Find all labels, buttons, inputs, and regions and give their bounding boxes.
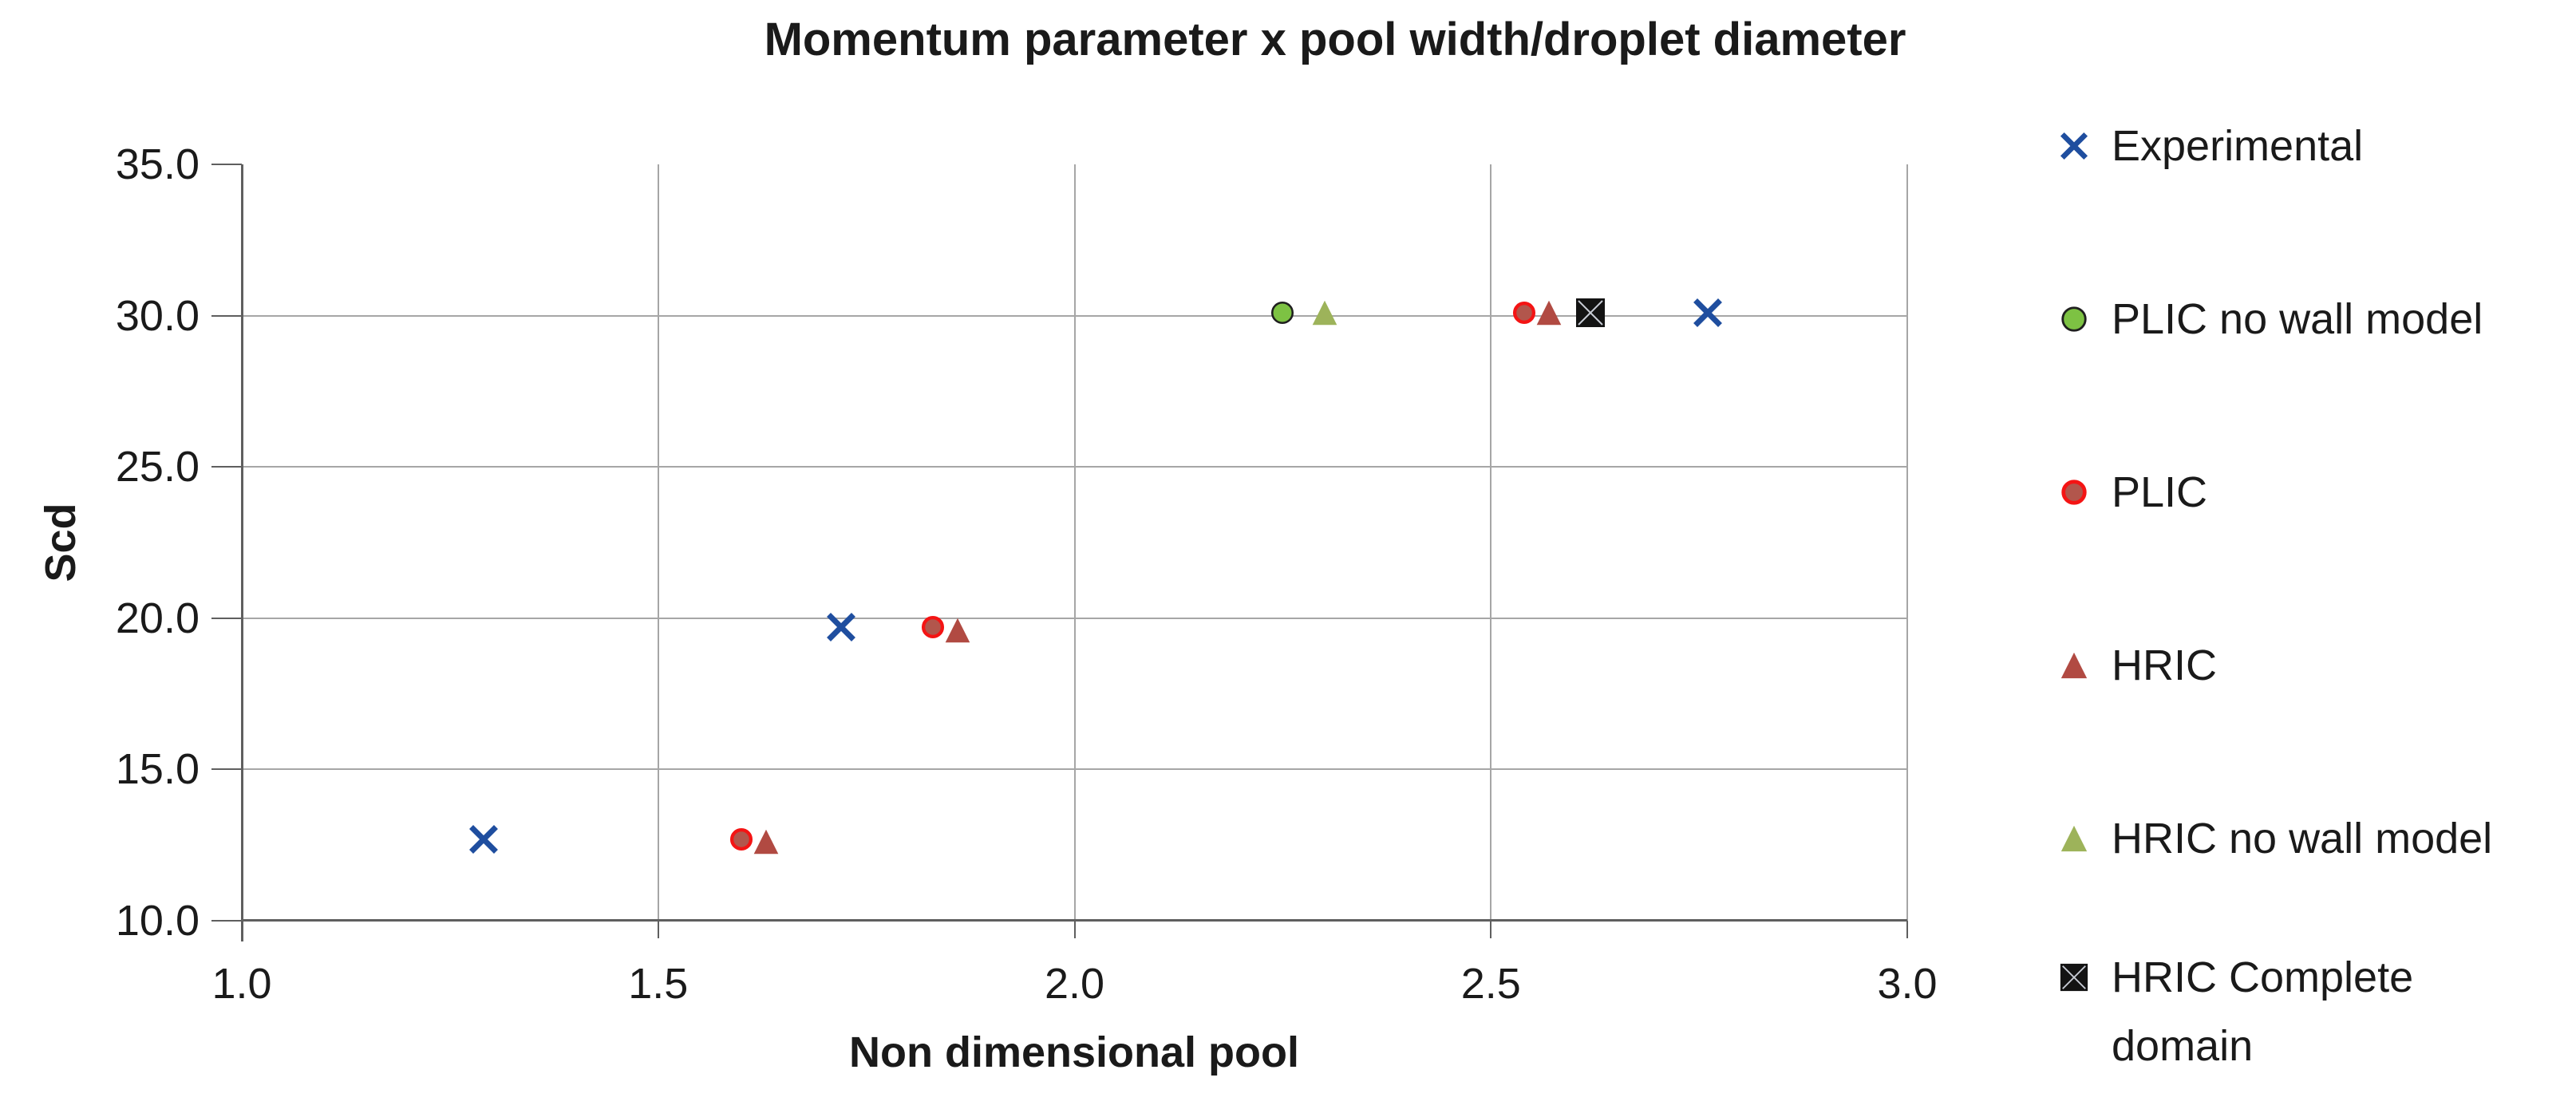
- gridline-vertical: [1073, 164, 1076, 921]
- y-tick-label: 15.0: [115, 745, 200, 794]
- legend-label: PLIC: [2112, 468, 2208, 516]
- gridline-horizontal: [242, 314, 1907, 317]
- data-point-plic-no-wall-model: [1269, 299, 1296, 326]
- x-axis-title: Non dimensional pool: [849, 1028, 1299, 1076]
- x-tick-label: 3.0: [1877, 960, 1938, 1008]
- x-axis-tick: [1073, 921, 1076, 938]
- legend-label: Experimental: [2112, 122, 2364, 170]
- data-point-hric: [1535, 298, 1563, 327]
- gridline-horizontal: [242, 617, 1907, 619]
- green-circle-marker-icon: [2059, 304, 2089, 334]
- legend-label: HRIC no wall model: [2112, 815, 2493, 862]
- legend-label: HRIC Complete domain: [2112, 953, 2414, 1070]
- y-axis-tick: [211, 768, 242, 771]
- x-tick-label: 1.0: [211, 960, 272, 1008]
- legend-item-experimental: Experimental: [2059, 112, 2363, 180]
- data-point-plic: [1511, 299, 1538, 326]
- x-axis-tick: [657, 921, 659, 938]
- gridline-horizontal: [242, 768, 1907, 771]
- data-point-experimental: [1692, 297, 1724, 329]
- gridline-vertical: [1490, 164, 1492, 921]
- data-point-hric: [752, 827, 780, 856]
- legend-item-hric-complete-domain: HRIC Complete domain: [2059, 943, 2527, 1080]
- x-axis-tick: [241, 921, 243, 938]
- data-point-plic: [728, 826, 755, 853]
- y-axis-tick: [211, 617, 242, 619]
- brick-triangle-marker-icon: [2059, 650, 2089, 681]
- y-axis-tick: [211, 466, 242, 468]
- legend-item-plic: PLIC: [2059, 458, 2207, 527]
- y-axis-tick: [211, 164, 242, 165]
- black-square-x-marker-icon: [2059, 962, 2089, 993]
- legend-item-plic-no-wall-model: PLIC no wall model: [2059, 285, 2483, 353]
- x-cross-marker-icon: [2059, 131, 2089, 161]
- legend-label: PLIC no wall model: [2112, 295, 2483, 343]
- data-point-experimental: [825, 611, 857, 643]
- x-tick-label: 1.5: [628, 960, 689, 1008]
- gridline-vertical: [657, 164, 659, 921]
- legend: Experimental PLIC no wall model PLIC HRI…: [2059, 0, 2570, 1117]
- y-tick-label: 25.0: [115, 443, 200, 491]
- x-axis-tick: [1906, 921, 1908, 938]
- y-tick-label: 30.0: [115, 291, 200, 340]
- data-point-experimental: [468, 823, 500, 855]
- data-point-plic: [919, 614, 946, 641]
- y-axis-title: Scd: [37, 503, 85, 582]
- legend-item-hric-no-wall-model: HRIC no wall model: [2059, 804, 2492, 873]
- y-axis-tick: [211, 314, 242, 317]
- y-tick-label: 10.0: [115, 897, 200, 945]
- x-axis-tick: [1490, 921, 1492, 938]
- plot-area: [211, 164, 1908, 941]
- gridline-vertical: [1906, 164, 1908, 921]
- x-tick-label: 2.5: [1460, 960, 1521, 1008]
- data-point-hric-complete-domain: [1574, 297, 1606, 329]
- x-tick-label: 2.0: [1044, 960, 1105, 1008]
- y-tick-label: 35.0: [115, 140, 200, 188]
- gridline-horizontal: [242, 466, 1907, 468]
- red-circle-marker-icon: [2059, 477, 2089, 507]
- olive-triangle-marker-icon: [2059, 823, 2089, 854]
- legend-item-hric: HRIC: [2059, 631, 2217, 700]
- chart-title: Momentum parameter x pool width/droplet …: [764, 14, 1906, 65]
- data-point-hric: [943, 616, 972, 645]
- y-axis-tick: [211, 920, 242, 922]
- y-axis-line: [241, 164, 243, 941]
- legend-label: HRIC: [2112, 641, 2217, 689]
- y-tick-label: 20.0: [115, 594, 200, 642]
- x-axis-line: [242, 919, 1907, 922]
- data-point-hric-no-wall-model: [1310, 298, 1339, 327]
